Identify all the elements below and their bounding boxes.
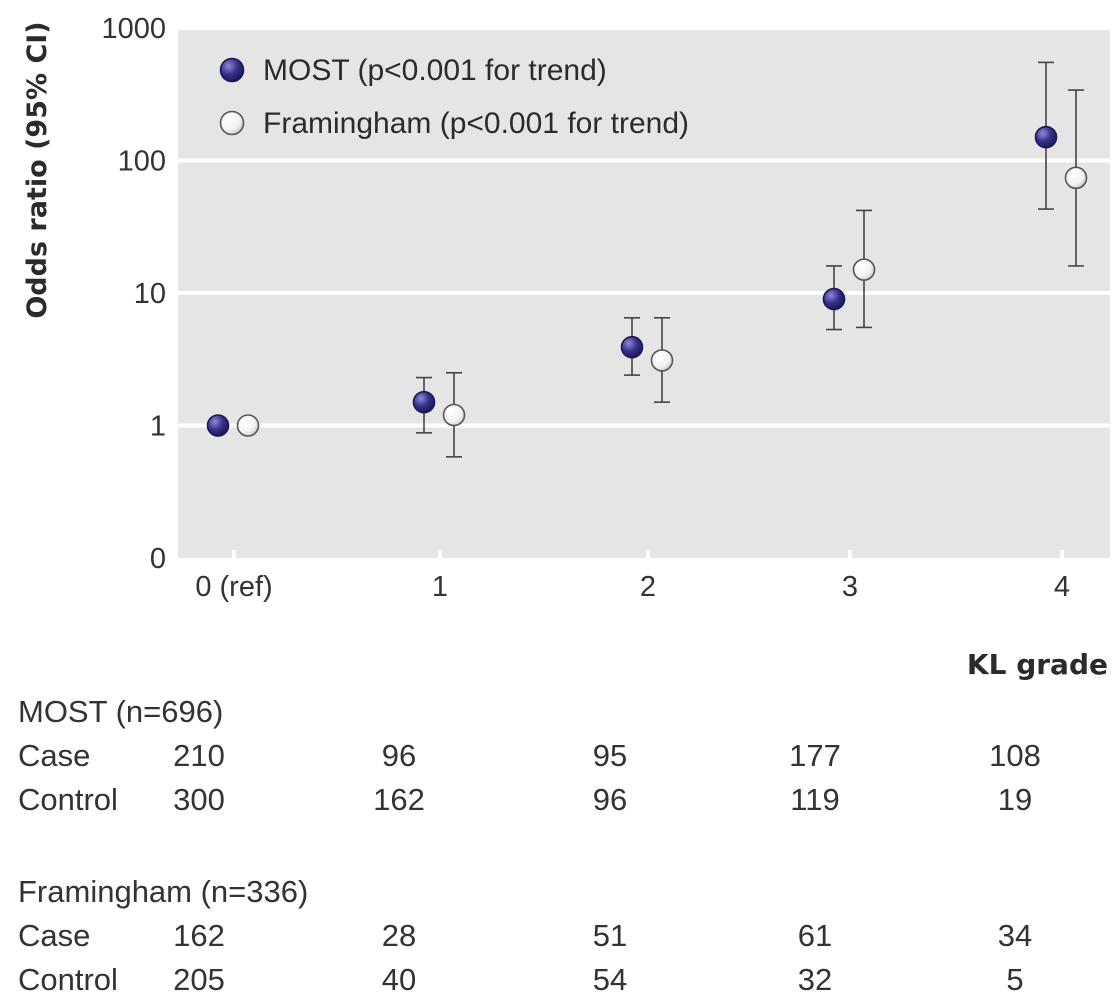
table-cell: 32 [797, 962, 833, 997]
table-cell: 54 [592, 962, 628, 997]
table-cell: 28 [381, 918, 417, 953]
data-point [442, 403, 466, 427]
legend-label: Framingham (p<0.001 for trend) [263, 107, 689, 140]
table-cell: 34 [997, 918, 1033, 953]
table-cell: 5 [1006, 962, 1024, 997]
table-cell: 177 [789, 738, 841, 773]
table-cell: 40 [381, 962, 417, 997]
data-point [1034, 125, 1058, 149]
table-cell: 205 [173, 962, 225, 997]
x-tick-label: 1 [432, 571, 448, 603]
data-point [206, 414, 230, 437]
table-cell: 61 [797, 918, 833, 953]
table-cell: 108 [989, 738, 1041, 773]
table-cell: 96 [381, 738, 417, 773]
table-cell: 119 [790, 782, 840, 817]
data-point [852, 258, 876, 281]
x-axis-tick-labels: 0 (ref) 1 2 3 4 [195, 571, 1070, 603]
legend: MOST (p<0.001 for trend) Framingham (p<0.… [219, 54, 689, 140]
legend-marker [219, 110, 245, 136]
y-tick-label: 0 [150, 543, 166, 575]
legend-marker [219, 57, 245, 83]
data-point [236, 414, 260, 437]
table-title: Framingham (n=336) [18, 874, 309, 909]
table-cell: 210 [173, 738, 225, 773]
data-point [412, 390, 436, 414]
row-label: Case [18, 738, 91, 773]
y-tick-label: 1 [150, 411, 166, 443]
data-point [1064, 166, 1088, 190]
y-tick-label: 100 [118, 146, 166, 178]
table-cell: 162 [173, 918, 225, 953]
table-cell: 51 [592, 918, 628, 953]
x-tick-label: 4 [1054, 571, 1070, 603]
data-point [620, 335, 644, 359]
x-tick-label: 3 [842, 571, 858, 603]
table-cell: 96 [592, 782, 628, 817]
table-cell: 19 [997, 782, 1033, 817]
row-label: Control [18, 962, 118, 997]
x-tick-label: 0 (ref) [195, 571, 272, 603]
data-point [650, 349, 674, 372]
data-points [206, 61, 1088, 458]
x-axis-ticks [232, 550, 1064, 568]
y-tick-label: 1000 [101, 13, 166, 45]
odds-ratio-chart: 0 1 10 100 1000 0 (ref) 1 2 3 4 MOST (p<0.001 fo… [22, 13, 1110, 603]
row-label: Case [18, 918, 91, 953]
y-tick-label: 10 [134, 278, 166, 310]
table-cell: 300 [173, 782, 225, 817]
y-axis-label: Odds ratio (95% CI) [22, 21, 53, 318]
table-cell: 162 [373, 782, 425, 817]
legend-label: MOST (p<0.001 for trend) [263, 54, 607, 87]
table-cell: 95 [592, 738, 628, 773]
gridlines [178, 26, 1110, 428]
x-tick-label: 2 [640, 571, 656, 603]
x-axis-label: KL grade [966, 648, 1108, 681]
table-title: MOST (n=696) [18, 694, 224, 729]
data-point [822, 287, 846, 311]
y-axis-tick-labels: 0 1 10 100 1000 [101, 13, 166, 575]
row-label: Control [18, 782, 118, 817]
